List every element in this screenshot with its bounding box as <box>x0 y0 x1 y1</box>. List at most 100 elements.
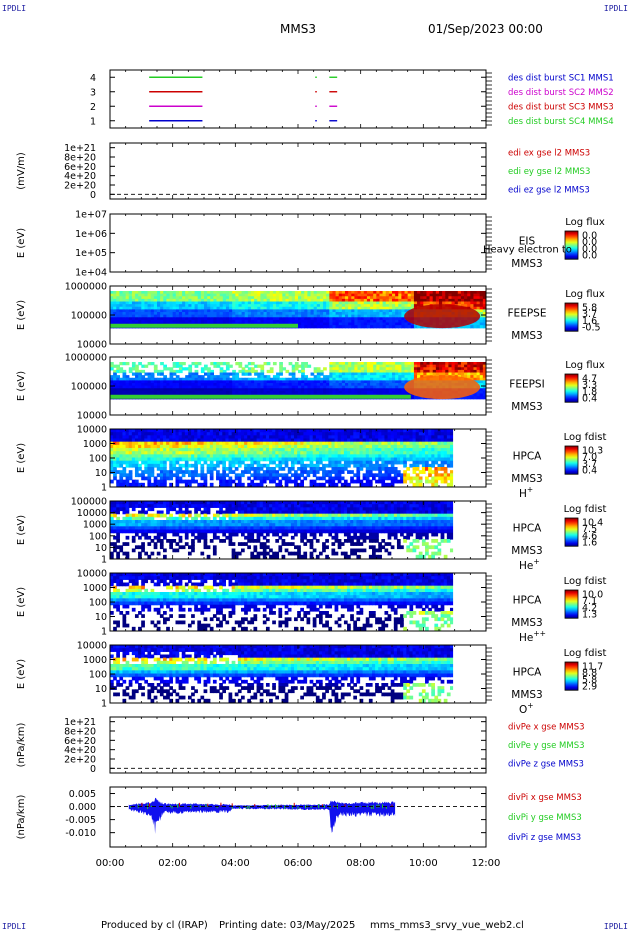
feepse-cell <box>141 301 146 305</box>
feepse-cell <box>279 306 283 310</box>
feepsi-cell <box>216 364 221 368</box>
hpca_h-cell <box>172 441 177 446</box>
feepse-cell <box>244 293 249 297</box>
feepse-cell <box>385 317 390 321</box>
feepsi-cell <box>232 369 236 374</box>
feepsi-cell <box>348 380 352 384</box>
hpca_h-cell <box>269 451 273 455</box>
hpca_h-cell <box>287 467 292 471</box>
hpca_h-cell <box>353 479 358 484</box>
feepsi-cell <box>260 385 265 389</box>
feepse-cell <box>166 291 171 295</box>
feepse-cell <box>197 319 202 324</box>
hpca_h-cell <box>197 438 202 443</box>
feepse-cell <box>385 312 390 316</box>
hpca_h-cell <box>322 467 326 471</box>
feepse-cell <box>213 301 218 305</box>
feepse-cell <box>219 314 224 318</box>
feepse-cell <box>194 298 199 303</box>
feepsi-cell <box>304 390 308 395</box>
feepse-cell <box>329 325 334 329</box>
hpca_h-cell <box>306 463 311 468</box>
feepse-cell <box>244 301 249 305</box>
hpca_h-cell <box>175 482 180 487</box>
hpca_h-cell <box>206 441 211 446</box>
feepse-cell <box>138 296 142 300</box>
hpca_h-cell <box>381 473 386 478</box>
feepse-cell <box>363 325 368 329</box>
hpca_h-cell <box>209 457 214 462</box>
hpca_h-cell <box>184 482 189 487</box>
feepse-cell <box>122 309 127 313</box>
feepsi-cell <box>392 364 396 368</box>
feepse-cell <box>473 306 478 310</box>
feepse-cell <box>153 309 158 313</box>
feepsi-cell <box>385 390 390 395</box>
feepsi-cell <box>144 390 149 395</box>
feepsi-cell <box>113 388 117 392</box>
hpca_h-cell <box>191 432 195 436</box>
feepsi-cell <box>470 362 475 366</box>
feepse-cell <box>207 309 211 313</box>
feepsi-cell <box>301 367 305 371</box>
feepsi-cell <box>363 383 368 387</box>
feepse-cell <box>125 298 130 303</box>
hpca_h-cell <box>362 476 367 481</box>
feepse-cell <box>335 296 340 300</box>
feepse-cell <box>304 296 308 300</box>
feepse-cell <box>470 293 475 297</box>
feepsi-cell <box>348 364 352 368</box>
feepse-cell <box>141 312 146 316</box>
hpca_h-cell <box>222 444 227 449</box>
feepsi-cell <box>313 377 318 381</box>
hpca_h-cell <box>362 463 367 468</box>
feepsi-cell <box>341 372 346 376</box>
feepsi-cell <box>307 385 312 389</box>
feepsi-cell <box>119 362 124 366</box>
hpca_h-cell <box>287 448 292 452</box>
hpca_h-cell <box>318 441 323 446</box>
hpca_h-cell <box>150 463 155 468</box>
feepse-cell <box>178 298 183 303</box>
hpca_h-cell <box>309 470 314 474</box>
hpca_h-cell <box>131 479 136 484</box>
feepsi-cell <box>351 362 355 366</box>
hpca_h-cell <box>328 473 333 478</box>
feepse-cell <box>175 309 180 313</box>
hpca_h-cell <box>219 432 223 436</box>
feepse-cell <box>379 296 384 300</box>
feepsi-cell <box>392 377 396 381</box>
feepsi-cell <box>169 385 174 389</box>
hpca_h-cell <box>300 457 304 462</box>
feepsi-cell <box>288 380 293 384</box>
hpca_h-cell <box>297 432 301 436</box>
feepse-cell <box>313 304 318 308</box>
feepse-cell <box>467 301 471 305</box>
hpca_h-cell <box>244 457 248 462</box>
eis-ytick-label: 1e+05 <box>75 248 107 259</box>
feepse-cell <box>464 301 468 305</box>
hpca_h-cell <box>384 435 389 440</box>
feepse-cell <box>125 317 130 321</box>
feepse-cell <box>260 296 265 300</box>
hpca_h-cell <box>297 473 301 478</box>
feepsi-cell <box>388 390 393 395</box>
feepsi-cell <box>348 377 352 381</box>
hpca_h-cell <box>340 463 345 468</box>
hpca_h-cell <box>350 457 354 462</box>
hpca_h-cell <box>337 444 342 449</box>
feepse-cell <box>238 317 243 321</box>
feepse-cell <box>279 317 283 321</box>
feepse-cell <box>225 312 230 316</box>
feepsi-cell <box>238 380 243 384</box>
hpca_h-cell <box>244 429 248 433</box>
hpca_h-cell <box>384 441 389 446</box>
hpca_h-cell <box>309 444 314 449</box>
feepsi-cell <box>445 372 449 376</box>
hpca_h-cell <box>365 473 370 478</box>
hpca_h-cell <box>384 460 389 465</box>
feepsi-cell <box>266 369 271 374</box>
hpca_h-cell <box>237 460 242 465</box>
feepse-cell <box>423 293 428 297</box>
